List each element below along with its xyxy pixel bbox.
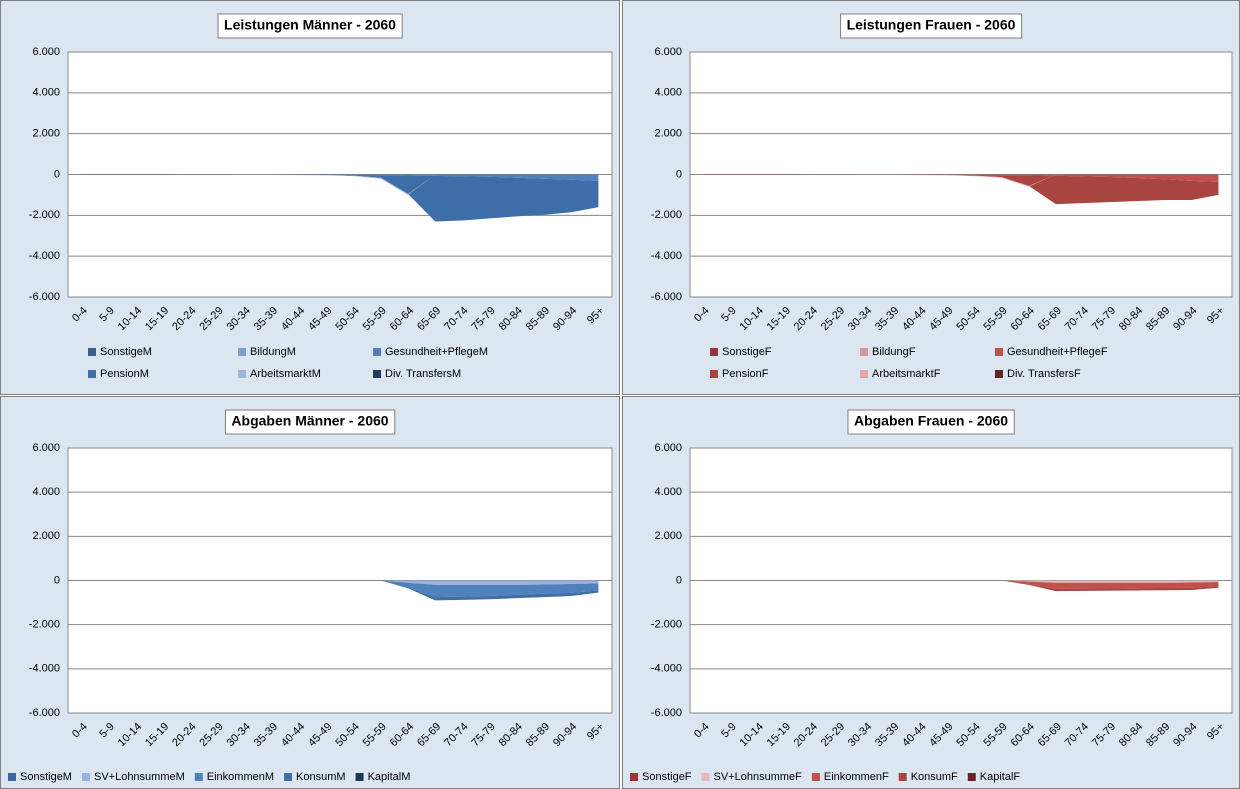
chart-title: Leistungen Frauen - 2060 <box>847 17 1016 33</box>
legend-swatch <box>710 348 718 356</box>
legend-swatch <box>194 773 203 781</box>
y-tick-label: 2.000 <box>654 128 682 140</box>
y-tick-label: -2.000 <box>651 209 682 221</box>
y-tick-label: 0 <box>54 168 60 180</box>
area-series <box>703 174 1219 182</box>
legend-label: Gesundheit+PflegeF <box>1007 346 1108 358</box>
y-tick-label: 4.000 <box>654 87 682 99</box>
y-tick-label: 6.000 <box>654 46 682 58</box>
y-tick-label: 6.000 <box>32 46 60 58</box>
legend-swatch <box>967 773 976 781</box>
legend-label: ArbeitsmarktF <box>872 368 941 380</box>
legend-label: Div. TransfersM <box>385 368 461 380</box>
legend-swatch <box>860 370 868 378</box>
y-tick-label: -4.000 <box>29 663 60 675</box>
legend-label: PensionM <box>100 368 149 380</box>
area-series <box>81 174 599 181</box>
area-series <box>81 174 599 222</box>
legend-swatch <box>238 348 246 356</box>
legend-swatch <box>373 348 381 356</box>
legend-label: Gesundheit+PflegeM <box>385 346 488 358</box>
legend-label: EinkommenF <box>824 771 889 783</box>
legend-swatch <box>860 348 868 356</box>
area-series <box>703 174 1219 205</box>
legend-label: SonstigeM <box>20 771 72 783</box>
legend-label: SonstigeF <box>642 771 692 783</box>
y-tick-label: 2.000 <box>32 530 60 542</box>
y-tick-label: 2.000 <box>654 530 682 542</box>
legend-swatch <box>995 348 1003 356</box>
y-tick-label: 0 <box>676 168 682 180</box>
area-series <box>81 580 599 598</box>
legend-swatch <box>630 773 638 781</box>
legend-swatch <box>238 370 246 378</box>
legend-swatch <box>710 370 718 378</box>
y-tick-label: 0 <box>54 574 60 586</box>
y-tick-label: -2.000 <box>29 619 60 631</box>
legend-label: KapitalF <box>980 771 1021 783</box>
legend-swatch <box>373 370 381 378</box>
legend-label: ArbeitsmarktM <box>250 368 321 380</box>
y-tick-label: 4.000 <box>32 486 60 498</box>
legend-swatch <box>284 773 293 781</box>
legend-swatch <box>88 348 96 356</box>
y-tick-label: 6.000 <box>654 442 682 454</box>
legend-swatch <box>355 773 364 781</box>
y-tick-label: 4.000 <box>32 87 60 99</box>
area-series <box>81 580 599 585</box>
legend-swatch <box>81 773 90 781</box>
chart-title: Abgaben Frauen - 2060 <box>854 413 1008 429</box>
chart-title: Abgaben Männer - 2060 <box>231 413 388 429</box>
legend-label: SV+LohnsummeM <box>94 771 185 783</box>
legend-label: SV+LohnsummeF <box>714 771 803 783</box>
legend-label: KapitalM <box>368 771 411 783</box>
y-tick-label: -2.000 <box>651 619 682 631</box>
legend-label: KonsumF <box>911 771 958 783</box>
y-tick-label: -6.000 <box>29 291 60 303</box>
y-tick-label: -4.000 <box>651 663 682 675</box>
y-tick-label: 0 <box>676 574 682 586</box>
legend-label: Div. TransfersF <box>1007 368 1081 380</box>
y-tick-label: 6.000 <box>32 442 60 454</box>
y-tick-label: -6.000 <box>29 707 60 719</box>
legend-label: BildungM <box>250 346 296 358</box>
legend-swatch <box>898 773 907 781</box>
y-tick-label: -6.000 <box>651 291 682 303</box>
legend-swatch <box>811 773 820 781</box>
title-box <box>840 13 1023 39</box>
legend-swatch <box>995 370 1003 378</box>
legend-label: PensionF <box>722 368 769 380</box>
title-box <box>224 409 396 435</box>
title-box <box>217 13 403 39</box>
chart-title: Leistungen Männer - 2060 <box>224 17 396 33</box>
title-box <box>847 409 1015 435</box>
legend-swatch <box>8 773 16 781</box>
legend-label: SonstigeF <box>722 346 772 358</box>
area-series <box>703 580 1219 589</box>
legend-label: SonstigeM <box>100 346 152 358</box>
legend-swatch <box>88 370 96 378</box>
y-tick-label: 2.000 <box>32 128 60 140</box>
legend-label: KonsumM <box>296 771 346 783</box>
y-tick-label: -4.000 <box>651 250 682 262</box>
legend-label: BildungF <box>872 346 916 358</box>
area-series <box>703 580 1219 592</box>
legend-swatch <box>701 773 710 781</box>
y-tick-label: 4.000 <box>654 486 682 498</box>
y-tick-label: -4.000 <box>29 250 60 262</box>
y-tick-label: -6.000 <box>651 707 682 719</box>
legend-label: EinkommenM <box>207 771 274 783</box>
area-series <box>703 580 1219 583</box>
y-tick-label: -2.000 <box>29 209 60 221</box>
